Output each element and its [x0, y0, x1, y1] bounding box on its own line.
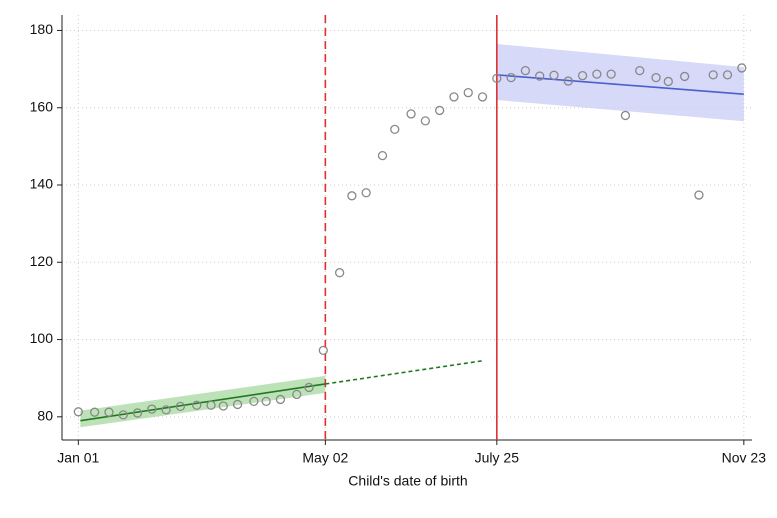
point: [679, 71, 690, 82]
point: [347, 191, 357, 201]
point: [90, 407, 100, 417]
point: [73, 407, 83, 417]
point: [477, 92, 488, 102]
x-tick-label: Nov 23: [722, 450, 767, 466]
point: [708, 70, 718, 80]
point: [549, 70, 559, 80]
x-tick-label: July 25: [475, 450, 520, 466]
point: [377, 150, 388, 161]
point: [232, 399, 243, 410]
point: [361, 188, 371, 198]
point: [449, 92, 459, 102]
point: [492, 73, 502, 84]
x-axis-title: Child's date of birth: [348, 473, 467, 489]
y-tick-label: 140: [30, 176, 54, 192]
point: [435, 105, 445, 116]
extrapolation-line: [325, 360, 483, 385]
point: [275, 394, 286, 405]
point: [118, 410, 128, 420]
point: [104, 407, 114, 417]
point: [506, 72, 516, 83]
point: [175, 401, 186, 412]
point: [606, 69, 616, 79]
point: [147, 404, 157, 414]
point: [406, 109, 416, 119]
point: [663, 76, 673, 87]
point: [420, 116, 431, 126]
y-tick-label: 120: [30, 253, 54, 269]
point: [161, 405, 171, 415]
point: [635, 65, 645, 76]
point: [334, 268, 345, 278]
point: [304, 382, 314, 393]
point: [694, 190, 704, 200]
x-tick-label: Jan 01: [57, 450, 99, 466]
point: [563, 76, 573, 86]
point: [192, 400, 202, 410]
point: [218, 401, 228, 411]
point: [722, 70, 733, 80]
point: [261, 396, 271, 407]
point: [318, 345, 328, 356]
y-tick-label: 160: [30, 98, 54, 114]
point: [390, 124, 400, 135]
point: [206, 400, 216, 410]
point: [620, 110, 631, 121]
x-tick-label: May 02: [302, 450, 348, 466]
point: [292, 389, 302, 400]
fit-line: [80, 383, 326, 422]
point: [132, 408, 143, 418]
confidence-band: [496, 43, 744, 122]
point: [651, 72, 661, 83]
point: [249, 396, 259, 407]
point: [520, 65, 531, 76]
point: [592, 69, 602, 79]
y-tick-label: 80: [37, 408, 53, 424]
point: [535, 71, 545, 81]
point: [577, 71, 588, 81]
point: [737, 63, 747, 73]
y-tick-label: 180: [30, 21, 54, 37]
point: [463, 88, 473, 98]
fit-line: [496, 74, 744, 96]
y-tick-label: 100: [30, 330, 54, 346]
